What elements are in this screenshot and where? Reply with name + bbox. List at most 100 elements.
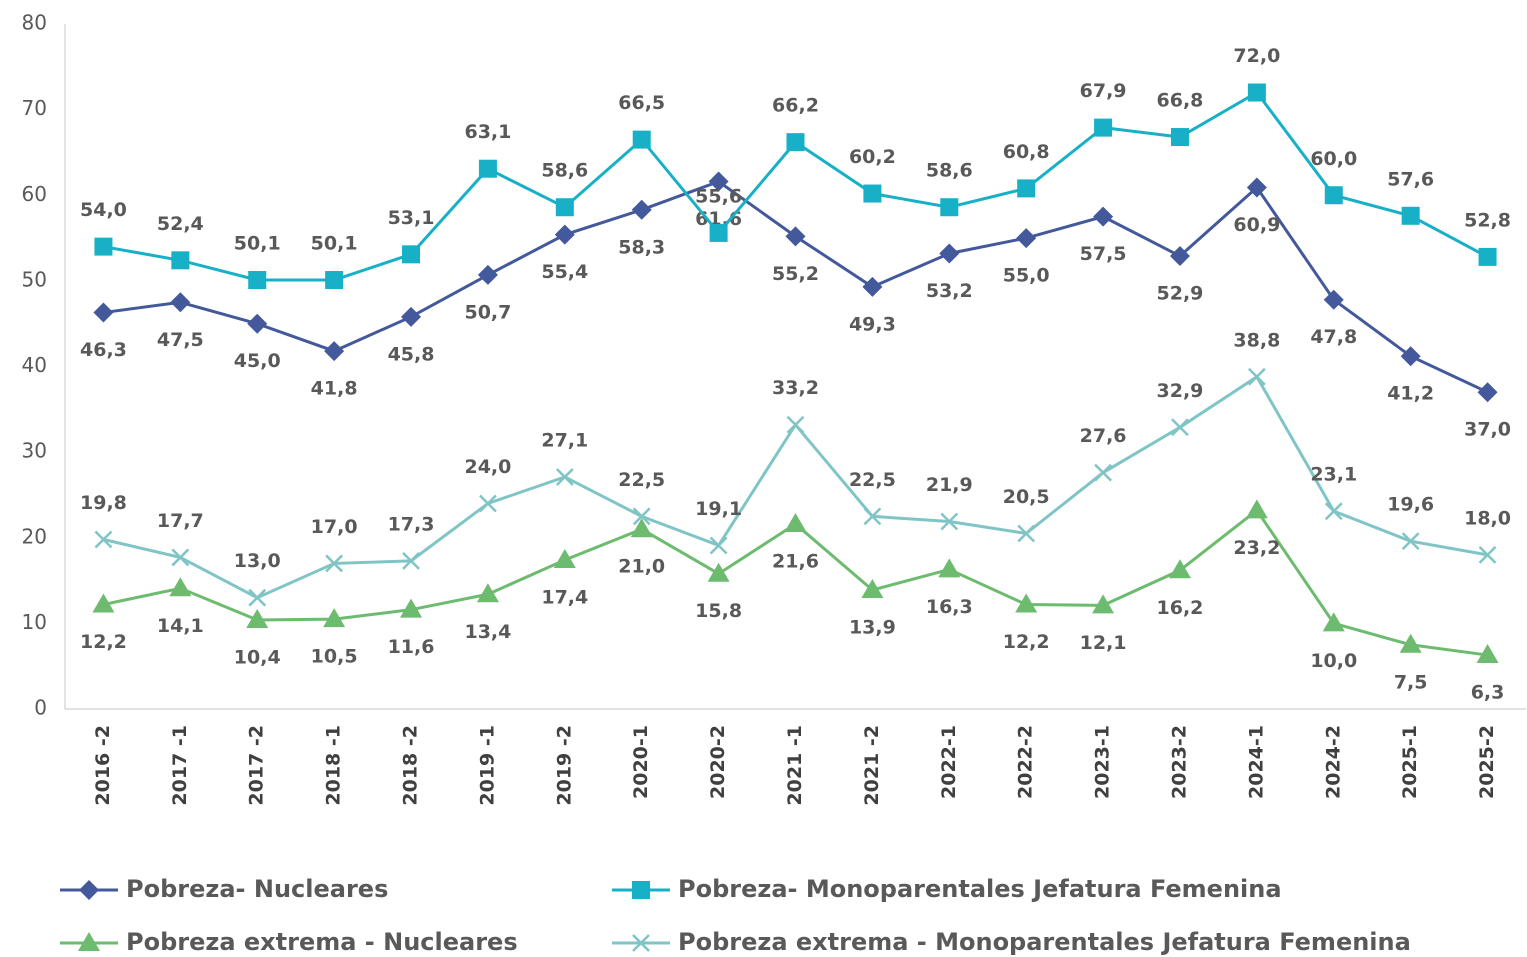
legend-label: Pobreza extrema - Monoparentales Jefatur… xyxy=(678,928,1411,956)
marker xyxy=(1476,644,1499,664)
value-label: 7,5 xyxy=(1394,671,1428,693)
value-label: 23,1 xyxy=(1310,464,1357,486)
marker xyxy=(708,171,729,192)
value-label: 23,2 xyxy=(1233,537,1280,559)
x-tick-label: 2021 -2 xyxy=(861,725,883,806)
marker xyxy=(632,507,651,526)
marker xyxy=(1245,499,1268,519)
marker xyxy=(401,306,422,327)
marker xyxy=(325,271,344,290)
value-label: 12,2 xyxy=(80,631,127,653)
value-label: 50,7 xyxy=(464,301,511,323)
marker xyxy=(1322,612,1345,632)
value-label: 52,4 xyxy=(157,213,204,235)
marker xyxy=(79,880,99,900)
x-tick-label: 2022-2 xyxy=(1015,725,1037,799)
legend-item: Pobreza extrema - Nucleares xyxy=(60,928,518,956)
value-label: 61,6 xyxy=(695,208,742,230)
x-tick-label: 2024-1 xyxy=(1245,725,1267,799)
marker xyxy=(479,494,497,513)
marker xyxy=(170,292,191,313)
value-label: 33,2 xyxy=(772,377,819,399)
value-label: 12,2 xyxy=(1003,631,1050,653)
value-label: 14,1 xyxy=(157,615,204,637)
value-label: 53,2 xyxy=(926,280,973,302)
legend-item: Pobreza- Nucleares xyxy=(60,875,388,903)
x-tick-label: 2020-1 xyxy=(630,725,652,799)
value-label: 37,0 xyxy=(1464,419,1511,441)
value-label: 12,1 xyxy=(1080,632,1127,654)
marker xyxy=(402,245,421,264)
marker xyxy=(555,468,574,486)
marker xyxy=(1094,463,1112,482)
x-tick-label: 2016 -2 xyxy=(92,725,114,806)
value-label: 16,3 xyxy=(926,596,973,618)
value-label: 17,0 xyxy=(311,516,358,538)
marker xyxy=(1247,83,1266,102)
marker xyxy=(171,548,190,567)
value-label: 10,0 xyxy=(1310,650,1357,672)
marker xyxy=(94,530,113,549)
marker xyxy=(940,198,959,217)
value-label: 27,1 xyxy=(541,429,588,451)
value-label: 45,0 xyxy=(234,350,281,372)
marker xyxy=(938,558,961,578)
x-tick-label: 2018 -2 xyxy=(400,725,422,806)
marker xyxy=(1169,246,1190,267)
marker xyxy=(246,608,269,628)
value-label: 66,8 xyxy=(1157,90,1204,112)
value-label: 13,9 xyxy=(849,616,896,638)
x-tick-label: 2025-2 xyxy=(1476,725,1498,799)
value-label: 47,5 xyxy=(157,329,204,351)
value-label: 24,0 xyxy=(464,456,511,478)
y-tick-label: 60 xyxy=(22,182,47,206)
marker xyxy=(784,513,807,533)
value-label: 17,3 xyxy=(388,513,435,535)
value-label: 17,4 xyxy=(541,587,588,609)
marker xyxy=(1015,593,1038,613)
marker xyxy=(863,507,882,526)
value-label: 41,8 xyxy=(311,378,358,400)
marker xyxy=(707,562,730,582)
x-tick-label: 2023-2 xyxy=(1168,725,1190,799)
marker xyxy=(1478,545,1497,564)
x-tick-label: 2021 -1 xyxy=(784,725,806,806)
marker xyxy=(939,243,960,264)
marker xyxy=(709,536,728,555)
value-label: 58,6 xyxy=(541,160,588,182)
legend-label: Pobreza- Nucleares xyxy=(126,875,388,903)
marker xyxy=(78,932,100,951)
value-label: 60,9 xyxy=(1233,214,1280,236)
value-label: 45,8 xyxy=(388,343,435,365)
value-label: 6,3 xyxy=(1471,682,1505,704)
value-label: 57,5 xyxy=(1080,243,1127,265)
marker xyxy=(940,512,959,531)
value-label: 21,9 xyxy=(926,474,973,496)
marker xyxy=(478,159,497,178)
value-label: 55,2 xyxy=(772,263,819,285)
value-label: 41,2 xyxy=(1387,383,1434,405)
x-tick-label: 2022-1 xyxy=(938,725,960,799)
marker xyxy=(1171,418,1189,437)
marker xyxy=(1477,382,1498,403)
marker xyxy=(477,264,498,285)
marker xyxy=(1400,346,1421,367)
x-tick-label: 2017 -2 xyxy=(246,725,268,806)
y-tick-label: 80 xyxy=(22,11,47,35)
x-tick-label: 2017 -1 xyxy=(169,725,191,806)
marker xyxy=(1017,179,1036,198)
value-label: 13,4 xyxy=(464,621,511,643)
marker xyxy=(863,184,882,203)
legend-label: Pobreza extrema - Nucleares xyxy=(126,928,518,956)
y-tick-label: 10 xyxy=(22,610,47,634)
marker xyxy=(402,551,420,570)
value-label: 10,5 xyxy=(311,646,358,668)
legend-label: Pobreza- Monoparentales Jefatura Femenin… xyxy=(678,875,1282,903)
value-label: 49,3 xyxy=(849,313,896,335)
marker xyxy=(476,583,499,603)
value-label: 66,5 xyxy=(618,92,665,114)
marker xyxy=(631,199,652,220)
marker xyxy=(1246,177,1267,198)
legend-item: Pobreza extrema - Monoparentales Jefatur… xyxy=(612,928,1411,956)
marker xyxy=(786,415,805,434)
